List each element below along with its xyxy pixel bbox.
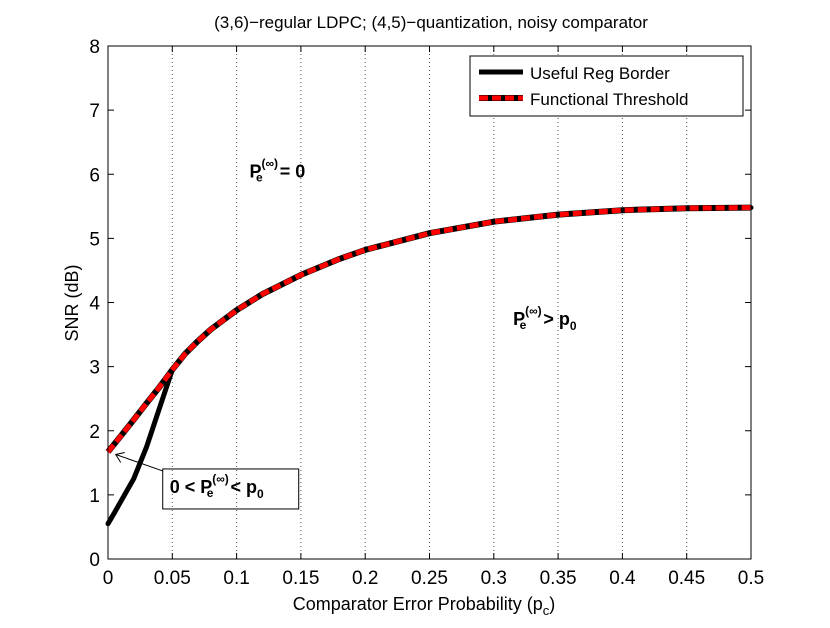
axis-ticks — [107, 45, 752, 560]
legend-label-useful-reg-border: Useful Reg Border — [530, 64, 670, 83]
y-tick-label: 7 — [89, 101, 100, 122]
x-tick-label: 0.25 — [411, 568, 448, 589]
y-tick-label: 6 — [89, 165, 100, 186]
x-axis-label: Comparator Error Probability (pc) — [293, 594, 556, 618]
y-tick-label: 5 — [89, 229, 100, 250]
y-tick-label: 1 — [89, 486, 100, 507]
y-tick-label: 8 — [89, 37, 100, 58]
y-axis-label: SNR (dB) — [62, 264, 82, 341]
legend-box — [469, 55, 744, 117]
annotation-lower: P(∞) e > p0 — [513, 304, 577, 333]
annotation-boxed: 0 < P(∞) e < p0 — [170, 472, 264, 501]
y-tick-labels: 0 1 2 3 4 5 6 7 8 — [89, 37, 100, 571]
annotation-arrowhead — [114, 451, 125, 463]
x-tick-label: 0.05 — [154, 568, 191, 589]
grid-lines — [171, 46, 688, 559]
x-tick-label: 0.4 — [609, 568, 636, 589]
y-tick-label: 3 — [89, 358, 100, 379]
x-tick-label: 0.35 — [540, 568, 577, 589]
legend: Useful Reg Border Functional Threshold — [469, 55, 744, 117]
legend-label-functional-threshold: Functional Threshold — [530, 90, 688, 109]
series-line-functional-threshold — [106, 205, 752, 454]
x-tick-labels: 0 0.05 0.1 0.15 0.2 0.25 0.3 0.35 0.4 0.45 0.5 — [103, 568, 765, 589]
annotation-box — [162, 468, 300, 510]
x-tick-label: 0.45 — [668, 568, 705, 589]
x-tick-label: 0.1 — [223, 568, 249, 589]
annotation-arrow — [115, 454, 163, 472]
series-layer — [105, 204, 754, 527]
y-tick-label: 2 — [89, 422, 100, 443]
x-tick-label: 0.3 — [481, 568, 507, 589]
y-tick-label: 0 — [89, 550, 100, 571]
annotations: P(∞) e = 0 P(∞) e > p0 0 < P(∞) e < p0 — [114, 156, 577, 510]
annotation-upper: P(∞) e = 0 — [249, 156, 305, 184]
x-tick-label: 0.5 — [738, 568, 764, 589]
x-tick-label: 0.15 — [282, 568, 319, 589]
x-tick-label: 0.2 — [352, 568, 378, 589]
y-tick-label: 4 — [89, 294, 100, 315]
chart-title: (3,6)−regular LDPC; (4,5)−quantization, … — [214, 13, 648, 32]
x-tick-label: 0 — [103, 568, 114, 589]
